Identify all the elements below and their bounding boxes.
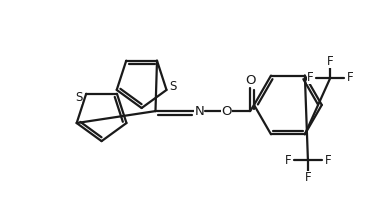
Text: F: F bbox=[305, 171, 311, 184]
Text: F: F bbox=[325, 154, 331, 167]
Text: F: F bbox=[284, 154, 291, 167]
Text: O: O bbox=[245, 74, 256, 87]
Text: S: S bbox=[169, 80, 176, 93]
Text: O: O bbox=[221, 104, 232, 118]
Text: F: F bbox=[347, 72, 354, 84]
Text: N: N bbox=[195, 104, 204, 118]
Text: F: F bbox=[327, 55, 334, 68]
Text: F: F bbox=[307, 72, 313, 84]
Text: S: S bbox=[75, 91, 82, 104]
